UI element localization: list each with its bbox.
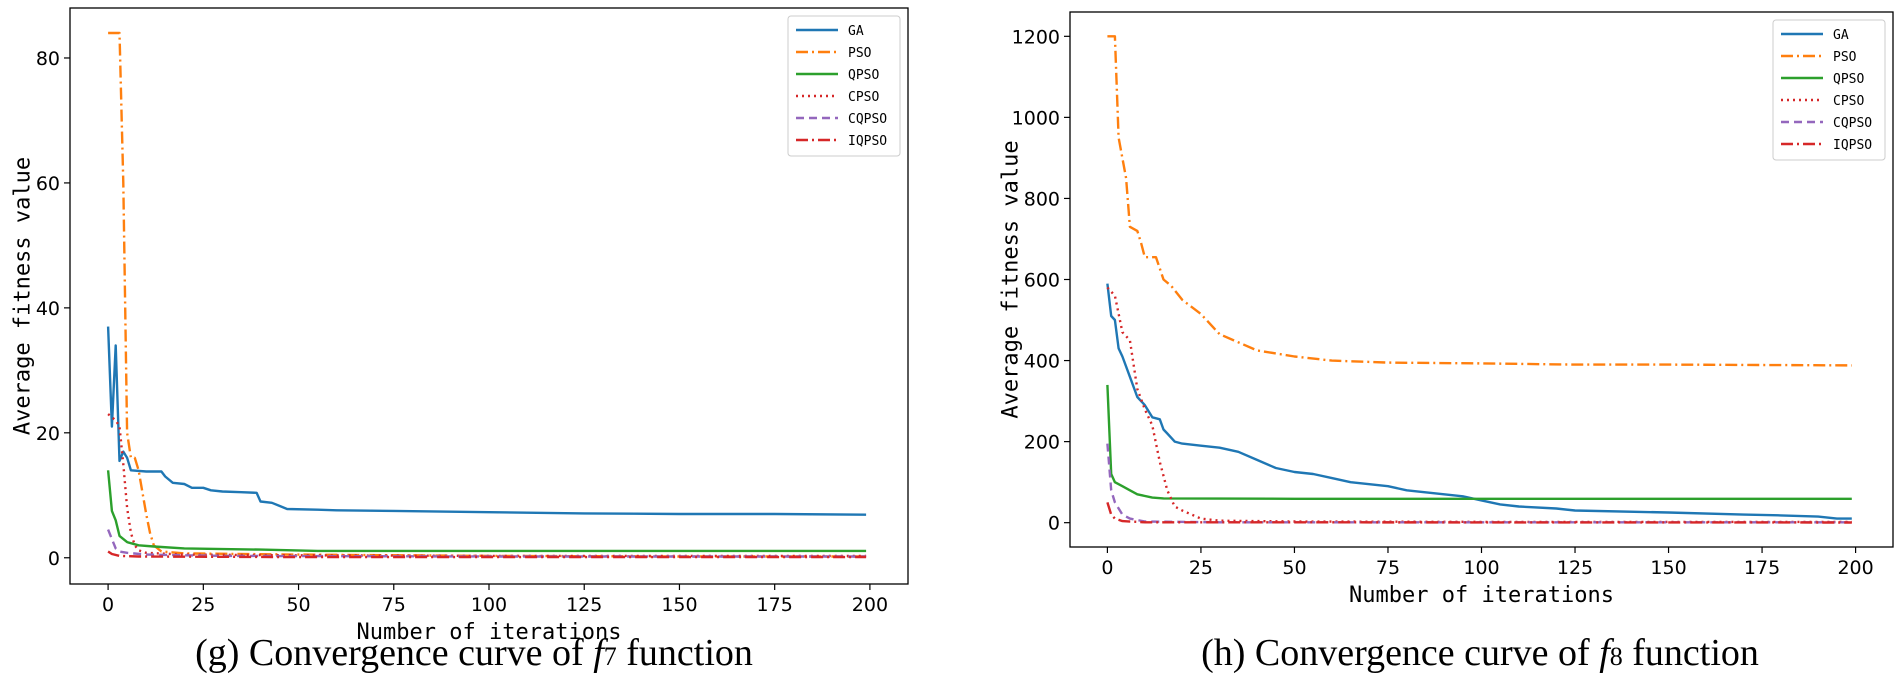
caption-suffix: function bbox=[617, 632, 753, 674]
x-tick-label: 25 bbox=[191, 594, 215, 616]
legend-box bbox=[1772, 19, 1886, 161]
y-axis-label: Average fitness value bbox=[999, 140, 1024, 418]
legend-label-qpso: QPSO bbox=[1833, 72, 1864, 87]
x-tick-label: 100 bbox=[1463, 557, 1499, 579]
legend-label-ga: GA bbox=[1833, 28, 1849, 43]
legend-label-cpso: CPSO bbox=[1833, 94, 1864, 109]
figure-caption: (h) Convergence curve of f8 function bbox=[1201, 632, 1759, 674]
series-line-cqpso bbox=[106, 529, 867, 558]
plot-frame bbox=[1069, 11, 1894, 548]
legend-label-cpso: CPSO bbox=[848, 90, 879, 105]
series-line-iqpso bbox=[1106, 502, 1852, 524]
chart-panel-g: 0 25 50 75 100 125 150 175 200 0 20 40 60 80 Number o… bbox=[11, 7, 909, 674]
y-tick-label: 0 bbox=[1048, 513, 1060, 535]
chart-panel-h: 0 25 50 75 100 125 150 175 200 0 200 400 600 800 1000 1… bbox=[999, 11, 1894, 674]
y-tick-label: 1000 bbox=[1012, 107, 1060, 129]
legend-label-iqpso: IQPSO bbox=[848, 134, 887, 149]
x-tick-label: 0 bbox=[102, 594, 114, 616]
series-line-iqpso bbox=[107, 550, 867, 559]
caption-prefix: (h) Convergence curve of bbox=[1201, 632, 1599, 674]
legend-label-cqpso: CQPSO bbox=[1833, 116, 1872, 131]
legend-label-pso: PSO bbox=[1833, 50, 1857, 65]
series-group bbox=[1106, 35, 1852, 524]
x-tick-label: 175 bbox=[757, 594, 793, 616]
legend-label-iqpso: IQPSO bbox=[1833, 138, 1872, 153]
y-tick-label: 60 bbox=[36, 173, 60, 195]
y-axis-label: Average fitness value bbox=[11, 157, 36, 435]
legend-label-cqpso: CQPSO bbox=[848, 112, 887, 127]
series-line-ga bbox=[1106, 283, 1852, 520]
caption-function-subscript: 8 bbox=[1610, 642, 1623, 671]
series-line-ga bbox=[106, 326, 867, 516]
series-line-pso bbox=[108, 31, 867, 558]
x-tick-label: 75 bbox=[1376, 557, 1400, 579]
series-line-pso bbox=[1107, 35, 1852, 367]
series-line-cpso bbox=[1106, 286, 1852, 524]
figure-caption: (g) Convergence curve of f7 function bbox=[195, 632, 753, 674]
x-tick-label: 150 bbox=[1650, 557, 1686, 579]
x-tick-label: 0 bbox=[1101, 557, 1113, 579]
x-tick-label: 50 bbox=[286, 594, 310, 616]
y-tick-label: 400 bbox=[1024, 351, 1060, 373]
x-tick-label: 25 bbox=[1189, 557, 1213, 579]
y-tick-label: 40 bbox=[36, 298, 60, 320]
x-tick-label: 100 bbox=[471, 594, 507, 616]
legend-label-qpso: QPSO bbox=[848, 68, 879, 83]
y-tick-label: 800 bbox=[1024, 188, 1060, 210]
legend: GA PSO QPSO CPSO CQPSO IQPSO bbox=[787, 15, 901, 157]
x-tick-label: 125 bbox=[566, 594, 602, 616]
x-axis-label: Number of iterations bbox=[1349, 583, 1614, 608]
caption-function-subscript: 7 bbox=[604, 642, 617, 671]
series-line-qpso bbox=[1106, 384, 1852, 500]
x-tick-label: 175 bbox=[1744, 557, 1780, 579]
legend-label-pso: PSO bbox=[848, 46, 872, 61]
legend-label-ga: GA bbox=[848, 24, 864, 39]
y-tick-label: 20 bbox=[36, 423, 60, 445]
tick-group: 0 25 50 75 100 125 150 175 200 0 200 400 600 800 1000 1… bbox=[1012, 26, 1874, 579]
legend: GA PSO QPSO CPSO CQPSO IQPSO bbox=[1772, 19, 1886, 161]
caption-prefix: (g) Convergence curve of bbox=[195, 632, 593, 674]
y-tick-label: 1200 bbox=[1012, 26, 1060, 48]
x-tick-label: 150 bbox=[661, 594, 697, 616]
series-line-qpso bbox=[106, 470, 867, 553]
series-line-cqpso bbox=[1106, 443, 1852, 524]
series-line-cpso bbox=[107, 413, 867, 558]
series-group bbox=[106, 31, 867, 559]
y-tick-label: 600 bbox=[1024, 270, 1060, 292]
plot-frame bbox=[69, 7, 909, 585]
x-tick-label: 75 bbox=[382, 594, 406, 616]
x-tick-label: 50 bbox=[1282, 557, 1306, 579]
y-tick-label: 80 bbox=[36, 48, 60, 70]
x-tick-label: 125 bbox=[1557, 557, 1593, 579]
legend-box bbox=[787, 15, 901, 157]
x-axis-label: Number of iterations bbox=[357, 620, 622, 645]
tick-group: 0 25 50 75 100 125 150 175 200 0 20 40 60 80 bbox=[36, 48, 888, 616]
x-tick-label: 200 bbox=[852, 594, 888, 616]
y-tick-label: 0 bbox=[48, 548, 60, 570]
caption-suffix: function bbox=[1623, 632, 1759, 674]
x-tick-label: 200 bbox=[1837, 557, 1873, 579]
y-tick-label: 200 bbox=[1024, 432, 1060, 454]
